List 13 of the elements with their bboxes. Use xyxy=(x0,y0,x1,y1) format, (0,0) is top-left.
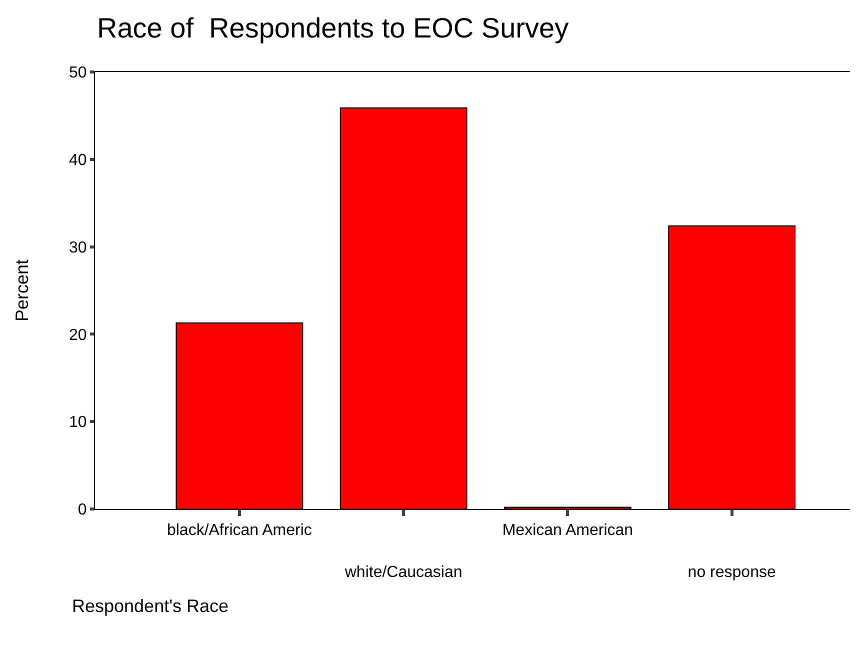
x-tick-label: black/African Americ xyxy=(166,522,312,540)
y-tick-label: 50 xyxy=(69,64,87,82)
x-tick-label: Mexican American xyxy=(502,522,634,540)
y-tick-label: 40 xyxy=(69,152,87,169)
x-tick-label: white/Caucasian xyxy=(344,564,462,581)
y-tick-label: 30 xyxy=(69,239,87,256)
x-axis-title: Respondent's Race xyxy=(72,596,229,616)
x-tick-label: no response xyxy=(688,564,776,581)
y-tick-label: 20 xyxy=(69,326,87,344)
chart-title: Race of Respondents to EOC Survey xyxy=(97,12,569,44)
y-tick-label: 10 xyxy=(69,414,87,432)
y-tick-label: 0 xyxy=(78,502,87,519)
y-axis-title: Percent xyxy=(12,259,32,322)
